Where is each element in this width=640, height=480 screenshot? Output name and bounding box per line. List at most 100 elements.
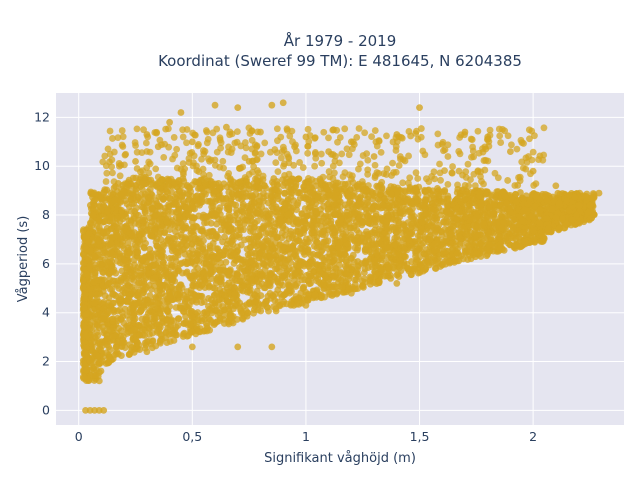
scatter-point (132, 157, 139, 165)
scatter-point (262, 207, 270, 215)
scatter-point (101, 196, 109, 204)
scatter-point (464, 202, 472, 210)
scatter-point (179, 222, 186, 230)
scatter-point (321, 219, 329, 227)
scatter-point (292, 283, 300, 290)
scatter-point (250, 199, 258, 207)
scatter-point (457, 197, 464, 205)
scatter-point (333, 290, 341, 298)
scatter-point (222, 215, 230, 223)
scatter-point (246, 207, 253, 215)
scatter-point (220, 311, 228, 319)
scatter-point (254, 237, 262, 245)
scatter-point (243, 301, 251, 308)
scatter-point (188, 343, 196, 351)
scatter-point (470, 195, 477, 203)
scatter-point (239, 260, 246, 267)
scatter-point (453, 215, 460, 223)
scatter-point (128, 200, 136, 208)
scatter-point (300, 262, 308, 270)
scatter-point (369, 191, 376, 199)
scatter-point (496, 240, 504, 248)
scatter-point (582, 193, 590, 201)
scatter-point (490, 209, 498, 217)
scatter-point (93, 285, 101, 292)
scatter-point (179, 333, 187, 340)
scatter-point (255, 206, 262, 214)
scatter-point (330, 272, 338, 280)
scatter-point (237, 277, 245, 285)
scatter-point (354, 266, 361, 274)
scatter-point (305, 280, 313, 288)
scatter-point (346, 272, 353, 280)
scatter-point (318, 292, 326, 299)
scatter-point (194, 200, 202, 208)
scatter-point (144, 309, 152, 317)
scatter-point (394, 236, 402, 244)
scatter-point (273, 178, 281, 185)
scatter-point (418, 218, 426, 226)
scatter-point (185, 302, 193, 309)
scatter-point (450, 258, 458, 266)
scatter-point (325, 276, 333, 284)
scatter-point (194, 264, 202, 272)
scatter-point (351, 281, 359, 288)
scatter-point (503, 233, 511, 241)
scatter-point (100, 406, 108, 414)
scatter-point (108, 257, 116, 265)
scatter-point (176, 187, 184, 195)
scatter-point (142, 209, 149, 217)
scatter-point (327, 217, 335, 225)
scatter-point (324, 264, 332, 272)
scatter-point (106, 346, 114, 354)
scatter-point (453, 189, 461, 196)
scatter-point (145, 251, 153, 258)
scatter-point (477, 201, 485, 209)
scatter-point (447, 220, 455, 228)
scatter-point (515, 233, 523, 241)
scatter-point (177, 241, 185, 249)
scatter-point (341, 263, 349, 270)
scatter-point (270, 293, 277, 301)
scatter-point (156, 338, 164, 345)
scatter-point (187, 252, 195, 260)
scatter-point (112, 343, 120, 351)
scatter-point (168, 330, 176, 338)
scatter-point (193, 223, 201, 231)
scatter-point (438, 228, 445, 235)
scatter-point (117, 197, 125, 205)
scatter-point (90, 189, 98, 197)
scatter-point (79, 373, 87, 381)
scatter-point (158, 247, 166, 255)
scatter-point (177, 281, 185, 289)
scatter-point (287, 227, 294, 235)
scatter-point (121, 344, 129, 352)
scatter-point (172, 248, 180, 255)
scatter-point (500, 205, 508, 212)
scatter-point (278, 234, 286, 242)
scatter-point (433, 216, 440, 224)
scatter-point (118, 206, 125, 214)
scatter-point (174, 265, 182, 272)
scatter-point (87, 336, 95, 344)
scatter-point (233, 301, 241, 309)
scatter-point (188, 138, 196, 146)
scatter-point (355, 273, 362, 280)
scatter-point (554, 189, 562, 197)
scatter-point (206, 244, 214, 252)
scatter-point (294, 199, 302, 207)
scatter-point (383, 244, 391, 252)
scatter-point (590, 193, 598, 201)
scatter-point (258, 280, 266, 288)
scatter-point (142, 266, 150, 274)
scatter-point (231, 283, 238, 291)
scatter-point (207, 219, 215, 227)
scatter-point (212, 245, 220, 253)
scatter-point (129, 174, 137, 182)
scatter-point (131, 229, 138, 236)
scatter-point (203, 213, 211, 221)
scatter-point (228, 237, 236, 245)
scatter-point (166, 118, 174, 126)
scatter-point (446, 210, 454, 218)
